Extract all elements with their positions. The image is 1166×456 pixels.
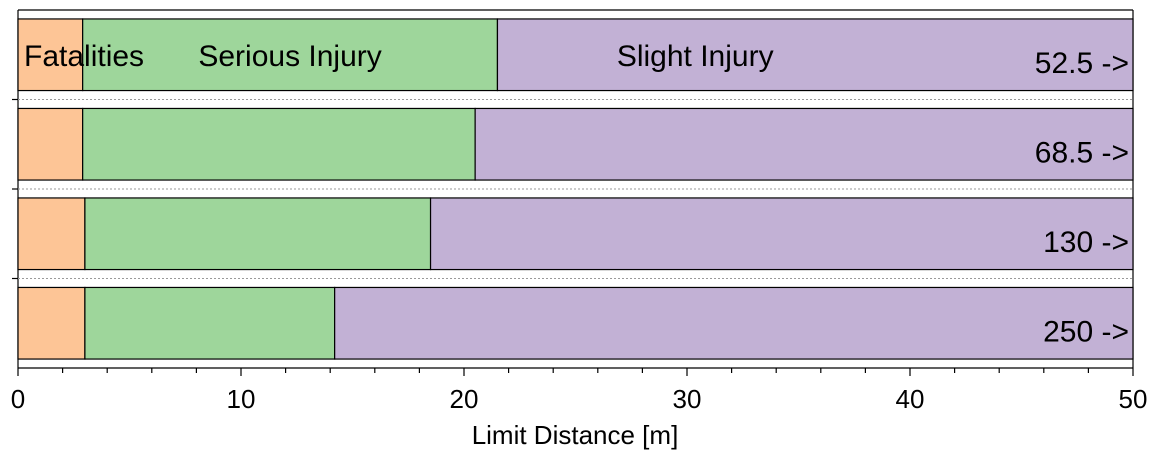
bar-segment-serious-injury — [84, 197, 432, 271]
bar-end-label: 52.5 -> — [1035, 47, 1129, 80]
bar-row: 130 -> — [17, 197, 1134, 271]
bar-segment-slight-injury — [334, 286, 1134, 360]
bar-segment-serious-injury — [84, 286, 336, 360]
bar-end-label: 250 -> — [1043, 315, 1129, 348]
bar-row: 68.5 -> — [17, 107, 1134, 181]
segment-label-fatalities: Fatalities — [24, 40, 144, 73]
bar-row: 250 -> — [17, 286, 1134, 360]
x-tick-label: 0 — [11, 384, 25, 414]
bar-segment-serious-injury — [82, 18, 499, 92]
bar-segment-serious-injury — [82, 107, 476, 181]
x-axis: 0 10 20 30 40 50 — [11, 368, 1148, 414]
bars: Fatalities Serious Injury Slight Injury 52.… — [17, 18, 1134, 360]
bar-end-label: 130 -> — [1043, 226, 1129, 259]
bar-segment-fatalities — [17, 197, 86, 271]
x-axis-title: Limit Distance [m] — [472, 420, 679, 450]
segment-label-serious-injury: Serious Injury — [198, 40, 381, 73]
bar-segment-slight-injury — [474, 107, 1134, 181]
x-tick-label: 10 — [227, 384, 256, 414]
bar-segment-slight-injury — [496, 18, 1134, 92]
x-tick-label: 20 — [450, 384, 479, 414]
bar-end-label: 68.5 -> — [1035, 136, 1129, 169]
segment-label-slight-injury: Slight Injury — [617, 40, 774, 73]
x-tick-label: 50 — [1119, 384, 1148, 414]
bar-segment-fatalities — [17, 286, 86, 360]
bar-row: Fatalities Serious Injury Slight Injury 52.… — [17, 18, 1134, 92]
x-tick-label: 40 — [896, 384, 925, 414]
bar-segment-slight-injury — [429, 197, 1134, 271]
x-tick-label: 30 — [673, 384, 702, 414]
bar-segment-fatalities — [17, 107, 84, 181]
